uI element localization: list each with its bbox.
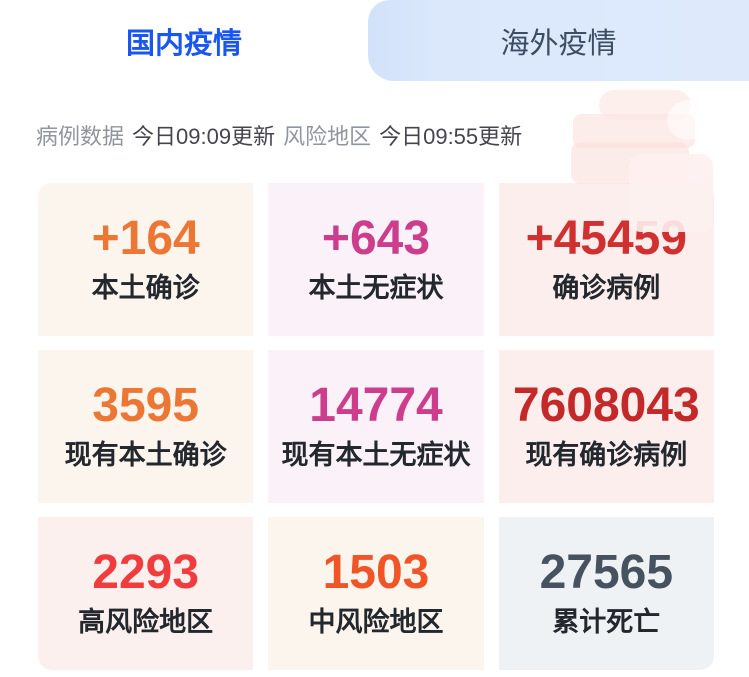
stat-value: 7608043 xyxy=(512,378,700,432)
stat-card-total-deaths: 27565 累计死亡 xyxy=(498,517,714,670)
decoration-shape xyxy=(599,90,691,120)
stat-value: 3595 xyxy=(92,378,200,432)
status-bar: 病例数据 今日09:09更新 风险地区 今日09:55更新 xyxy=(36,119,749,151)
tab-domestic[interactable]: 国内疫情 xyxy=(0,0,368,81)
stat-card-existing-local-asymptomatic: 14774 现有本土无症状 xyxy=(268,350,484,503)
stat-label: 本土无症状 xyxy=(308,272,444,303)
stat-label: 累计死亡 xyxy=(552,606,661,637)
stat-value: 2293 xyxy=(92,545,200,599)
stat-label: 中风险地区 xyxy=(308,606,444,637)
stat-card-medium-risk-areas: 1503 中风险地区 xyxy=(268,517,484,670)
stat-label: 确诊病例 xyxy=(552,272,661,303)
risk-area-updated: 今日09:55更新 xyxy=(379,124,523,149)
stat-label: 本土确诊 xyxy=(91,272,200,303)
stat-label: 现有确诊病例 xyxy=(525,439,688,470)
tab-domestic-label: 国内疫情 xyxy=(125,27,242,60)
stat-value: 1503 xyxy=(322,545,430,599)
tab-bar: 国内疫情 海外疫情 xyxy=(0,0,749,81)
stat-card-new-confirmed: +45459 确诊病例 xyxy=(498,183,714,336)
stat-value: +45459 xyxy=(525,211,688,265)
stat-label: 现有本土确诊 xyxy=(64,439,227,470)
stats-grid: +164 本土确诊 +643 本土无症状 +45459 确诊病例 3595 现有… xyxy=(38,183,714,670)
stat-value: 27565 xyxy=(539,545,674,599)
stat-label: 高风险地区 xyxy=(78,606,214,637)
stat-card-local-asymptomatic: +643 本土无症状 xyxy=(268,183,484,336)
case-data-label: 病例数据 xyxy=(36,124,125,149)
stat-card-existing-local-confirmed: 3595 现有本土确诊 xyxy=(38,350,254,503)
tab-overseas-label: 海外疫情 xyxy=(500,27,617,60)
stat-value: +643 xyxy=(321,211,431,265)
stat-card-local-confirmed: +164 本土确诊 xyxy=(38,183,254,336)
case-data-updated: 今日09:09更新 xyxy=(132,124,276,149)
stat-card-high-risk-areas: 2293 高风险地区 xyxy=(38,517,254,670)
risk-area-label: 风险地区 xyxy=(283,124,372,149)
stat-value: +164 xyxy=(91,211,200,265)
tab-overseas[interactable]: 海外疫情 xyxy=(368,0,749,81)
stat-label: 现有本土无症状 xyxy=(281,439,471,470)
stat-card-existing-confirmed: 7608043 现有确诊病例 xyxy=(498,350,714,503)
stat-value: 14774 xyxy=(309,378,443,432)
